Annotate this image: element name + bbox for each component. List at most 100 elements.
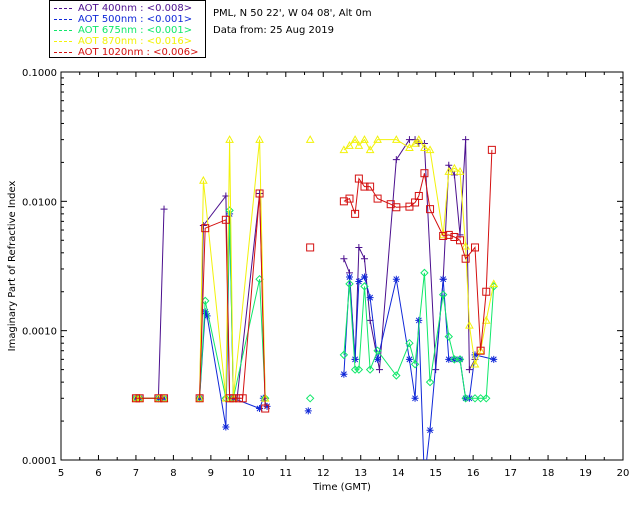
data-point-series-5 bbox=[405, 202, 414, 211]
data-point-series-5 bbox=[135, 394, 144, 403]
data-point-series-2 bbox=[256, 405, 264, 413]
data-point-series-4 bbox=[405, 143, 414, 151]
data-point-series-3 bbox=[354, 365, 364, 374]
series-line-4 bbox=[199, 139, 266, 399]
data-point-series-4 bbox=[470, 359, 480, 368]
data-point-series-4 bbox=[481, 315, 491, 324]
data-point-series-4 bbox=[465, 320, 474, 329]
data-point-series-4 bbox=[225, 135, 234, 143]
data-point-series-5 bbox=[160, 394, 169, 403]
data-point-series-5 bbox=[476, 346, 485, 355]
data-point-series-2 bbox=[445, 355, 453, 363]
data-point-series-4 bbox=[195, 393, 204, 402]
data-point-series-1 bbox=[355, 243, 363, 251]
location-info: PML, N 50 22', W 04 08', Alt 0m bbox=[213, 8, 372, 19]
data-point-series-5 bbox=[354, 174, 363, 183]
data-point-series-5 bbox=[360, 182, 369, 191]
data-point-series-2 bbox=[203, 312, 211, 320]
data-point-series-5 bbox=[154, 394, 163, 403]
data-point-series-2 bbox=[345, 273, 353, 281]
data-point-series-1 bbox=[160, 205, 168, 213]
legend-swatch bbox=[54, 18, 72, 20]
data-point-series-2 bbox=[366, 294, 374, 302]
data-point-series-2 bbox=[415, 316, 423, 324]
data-point-series-4 bbox=[489, 279, 499, 288]
x-tick-label: 6 bbox=[95, 468, 101, 479]
data-point-series-4 bbox=[360, 135, 369, 143]
data-point-series-2 bbox=[374, 355, 382, 363]
x-tick-label: 19 bbox=[579, 468, 592, 479]
legend-item: AOT 400nm : <0.008> bbox=[54, 2, 192, 16]
data-point-series-2 bbox=[355, 277, 363, 285]
data-point-series-2 bbox=[263, 402, 271, 410]
data-point-series-4 bbox=[350, 135, 360, 143]
data-point-series-3 bbox=[482, 394, 491, 403]
data-point-series-5 bbox=[238, 394, 247, 403]
data-point-series-5 bbox=[461, 254, 470, 263]
data-point-series-5 bbox=[471, 243, 480, 252]
data-point-series-3 bbox=[455, 355, 465, 364]
data-point-series-4 bbox=[345, 141, 354, 149]
data-point-series-3 bbox=[373, 346, 382, 355]
data-point-series-2 bbox=[304, 407, 312, 415]
data-point-series-5 bbox=[195, 394, 204, 403]
data-point-series-3 bbox=[425, 377, 435, 387]
x-tick-label: 20 bbox=[617, 468, 630, 479]
data-point-series-4 bbox=[461, 241, 470, 250]
x-tick-label: 7 bbox=[133, 468, 139, 479]
data-point-series-3 bbox=[360, 282, 369, 291]
data-point-series-3 bbox=[461, 394, 470, 403]
legend-swatch bbox=[54, 51, 72, 53]
x-tick-label: 12 bbox=[317, 468, 330, 479]
data-point-series-3 bbox=[405, 338, 414, 348]
y-tick-label: 0.1000 bbox=[22, 68, 57, 79]
data-point-series-5 bbox=[339, 197, 348, 206]
series-line-1 bbox=[135, 209, 165, 399]
data-point-series-5 bbox=[306, 243, 315, 252]
x-tick-label: 11 bbox=[279, 468, 292, 479]
data-point-series-4 bbox=[425, 145, 435, 154]
x-tick-label: 15 bbox=[429, 468, 442, 479]
data-point-series-4 bbox=[365, 145, 375, 154]
data-point-series-3 bbox=[470, 394, 480, 403]
data-point-series-3 bbox=[476, 394, 485, 403]
data-point-series-2 bbox=[340, 370, 348, 378]
y-tick-label: 0.0010 bbox=[22, 327, 57, 338]
data-point-series-2 bbox=[471, 351, 479, 359]
data-point-series-5 bbox=[261, 404, 270, 413]
data-point-series-3 bbox=[365, 365, 375, 374]
legend-label: AOT 870nm : <0.016> bbox=[78, 36, 193, 47]
data-point-series-5 bbox=[444, 230, 453, 239]
y-tick-label: 0.0001 bbox=[22, 456, 57, 467]
legend-label: AOT 400nm : <0.008> bbox=[78, 3, 193, 14]
data-point-series-5 bbox=[487, 145, 496, 154]
data-point-series-3 bbox=[444, 332, 453, 341]
legend-item: AOT 870nm : <0.016> bbox=[54, 35, 192, 49]
data-point-series-1 bbox=[199, 222, 207, 230]
data-point-series-4 bbox=[455, 166, 465, 175]
data-point-series-2 bbox=[439, 275, 447, 283]
data-point-series-3 bbox=[450, 355, 459, 364]
data-point-series-1 bbox=[465, 366, 473, 374]
data-point-series-5 bbox=[221, 215, 230, 224]
legend-swatch bbox=[54, 7, 72, 9]
series-line-4 bbox=[343, 138, 495, 367]
data-point-series-2 bbox=[222, 423, 230, 431]
date-info: Data from: 25 Aug 2019 bbox=[213, 25, 334, 36]
data-point-series-4 bbox=[391, 135, 401, 143]
data-point-series-2 bbox=[351, 355, 359, 363]
data-point-series-3 bbox=[225, 206, 234, 215]
data-point-series-4 bbox=[410, 138, 420, 147]
plot-frame bbox=[60, 71, 624, 461]
data-point-series-5 bbox=[255, 189, 264, 198]
data-point-series-5 bbox=[345, 194, 354, 203]
x-tick-label: 16 bbox=[467, 468, 480, 479]
data-point-series-1 bbox=[222, 192, 230, 200]
data-point-series-5 bbox=[373, 194, 382, 203]
data-point-series-3 bbox=[305, 394, 315, 403]
data-point-series-4 bbox=[476, 346, 485, 355]
data-point-series-2 bbox=[405, 355, 413, 363]
x-tick-label: 10 bbox=[242, 468, 255, 479]
data-point-series-4 bbox=[354, 141, 364, 149]
